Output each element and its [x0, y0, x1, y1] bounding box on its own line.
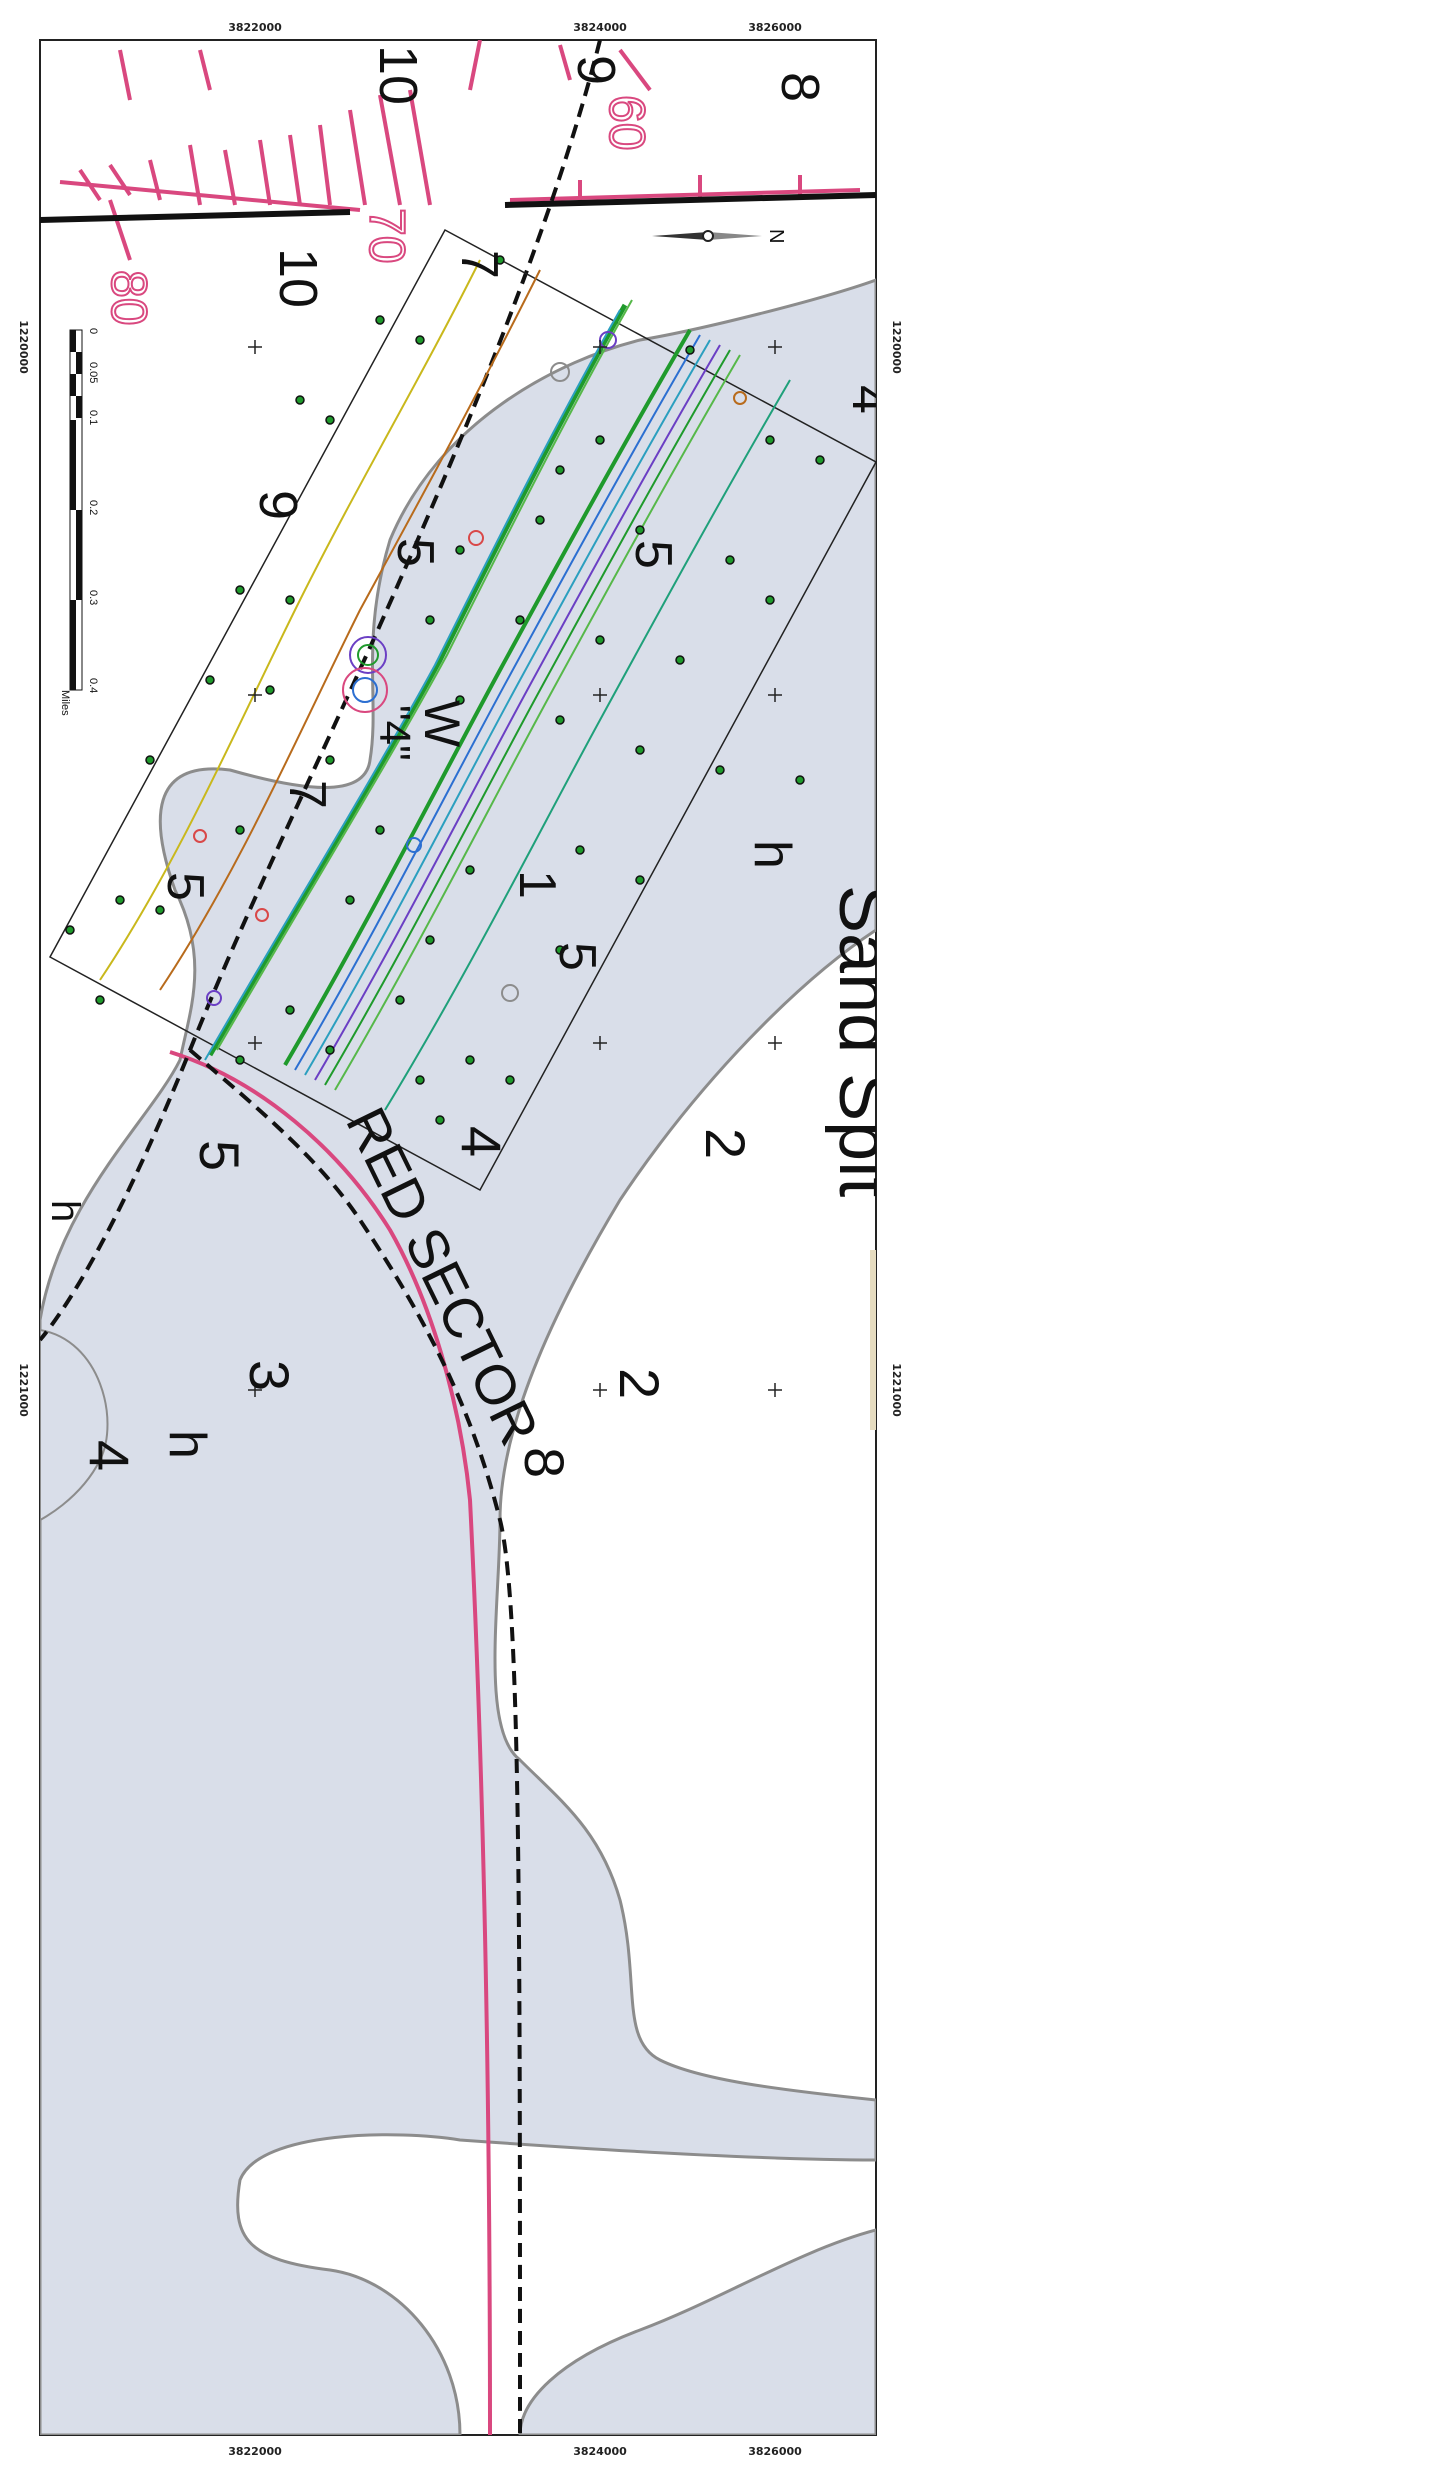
- compass-rose-ticks: [59, 40, 861, 261]
- depth-label: 8: [770, 72, 830, 102]
- depth-label: h: [158, 1430, 216, 1459]
- grid-crosses: [248, 340, 782, 1397]
- depth-label: W: [414, 700, 470, 748]
- scale-unit-label: Miles: [59, 690, 71, 716]
- depth-label: 9: [248, 490, 308, 520]
- survey-area-outline: [48, 228, 876, 1192]
- depth-label: h: [43, 1200, 87, 1222]
- depth-label: 5: [156, 872, 214, 901]
- bearing-label-60: 60: [599, 95, 655, 151]
- depth-label: 4: [450, 1126, 513, 1157]
- coord-label-side: 1220000: [890, 320, 903, 374]
- coord-label-top: 3826000: [748, 21, 802, 34]
- depth-label: 10: [368, 45, 428, 105]
- depth-label: 3: [238, 1360, 301, 1391]
- depth-label: 5: [624, 540, 682, 569]
- scale-tick-label: 0.4: [87, 678, 99, 693]
- depth-label: h: [743, 840, 801, 869]
- depth-label: 4: [841, 385, 899, 414]
- depth-label: 5: [386, 538, 444, 567]
- depth-label: 8: [513, 1447, 576, 1478]
- scale-tick-label: 0: [87, 328, 99, 334]
- depth-label: "4": [370, 705, 419, 761]
- depth-label: 7: [278, 780, 336, 809]
- depth-label: 9: [566, 55, 626, 85]
- coord-label-bottom: 3824000: [573, 2445, 627, 2458]
- depth-label: 7: [450, 250, 508, 279]
- depth-label: 5: [548, 942, 606, 971]
- depth-label: 1: [508, 870, 566, 899]
- coord-label-bottom: 3826000: [748, 2445, 802, 2458]
- scale-tick-label: 0.3: [87, 590, 99, 605]
- depth-label: 10: [268, 248, 328, 308]
- sand-spit-land: [870, 1250, 876, 1430]
- sounding-markers: [65, 255, 825, 1125]
- scale-tick-label: 0.1: [87, 410, 99, 425]
- coord-label-top: 3822000: [228, 21, 282, 34]
- bearing-label-70: 70: [359, 208, 415, 264]
- depth-label: 5: [188, 1140, 251, 1171]
- red-sector-arc: [169, 1050, 492, 2435]
- depth-label: 2: [608, 1368, 671, 1399]
- shoal-area-patch: [40, 1328, 109, 1522]
- channel-line-sector: [188, 1048, 522, 2435]
- scale-tick-label: 0.2: [87, 500, 99, 515]
- depth-label: 2: [694, 1128, 757, 1159]
- coord-label-side: 1221000: [17, 1363, 30, 1417]
- north-label: N: [765, 229, 787, 243]
- bearing-label-80: 80: [101, 270, 157, 326]
- scale-tick-label: 0.05: [87, 362, 99, 383]
- coord-label-top: 3824000: [573, 21, 627, 34]
- north-arrow: N: [652, 229, 787, 243]
- depth-labels: 10 10 9 9 8 4 5 5 W "4" 7 5 1 5 2 5 4 2 …: [43, 45, 899, 1478]
- chart-line-top-right: [504, 192, 876, 208]
- sand-spit-label: Sand Spit: [824, 885, 904, 1197]
- coord-label-side: 1220000: [17, 320, 30, 374]
- depth-label: 4: [78, 1440, 141, 1471]
- shoal-area-lower: [518, 2228, 876, 2435]
- shoal-area: [40, 278, 876, 2435]
- scale-bar: 0 0.05 0.1 0.2 0.3 0.4 Miles: [59, 328, 99, 716]
- contour-bands: [99, 259, 791, 1111]
- coord-label-bottom: 3822000: [228, 2445, 282, 2458]
- coord-label-side: 1221000: [890, 1363, 903, 1417]
- contour-blobs: [193, 331, 747, 1006]
- chart-line-top-left: [40, 209, 351, 223]
